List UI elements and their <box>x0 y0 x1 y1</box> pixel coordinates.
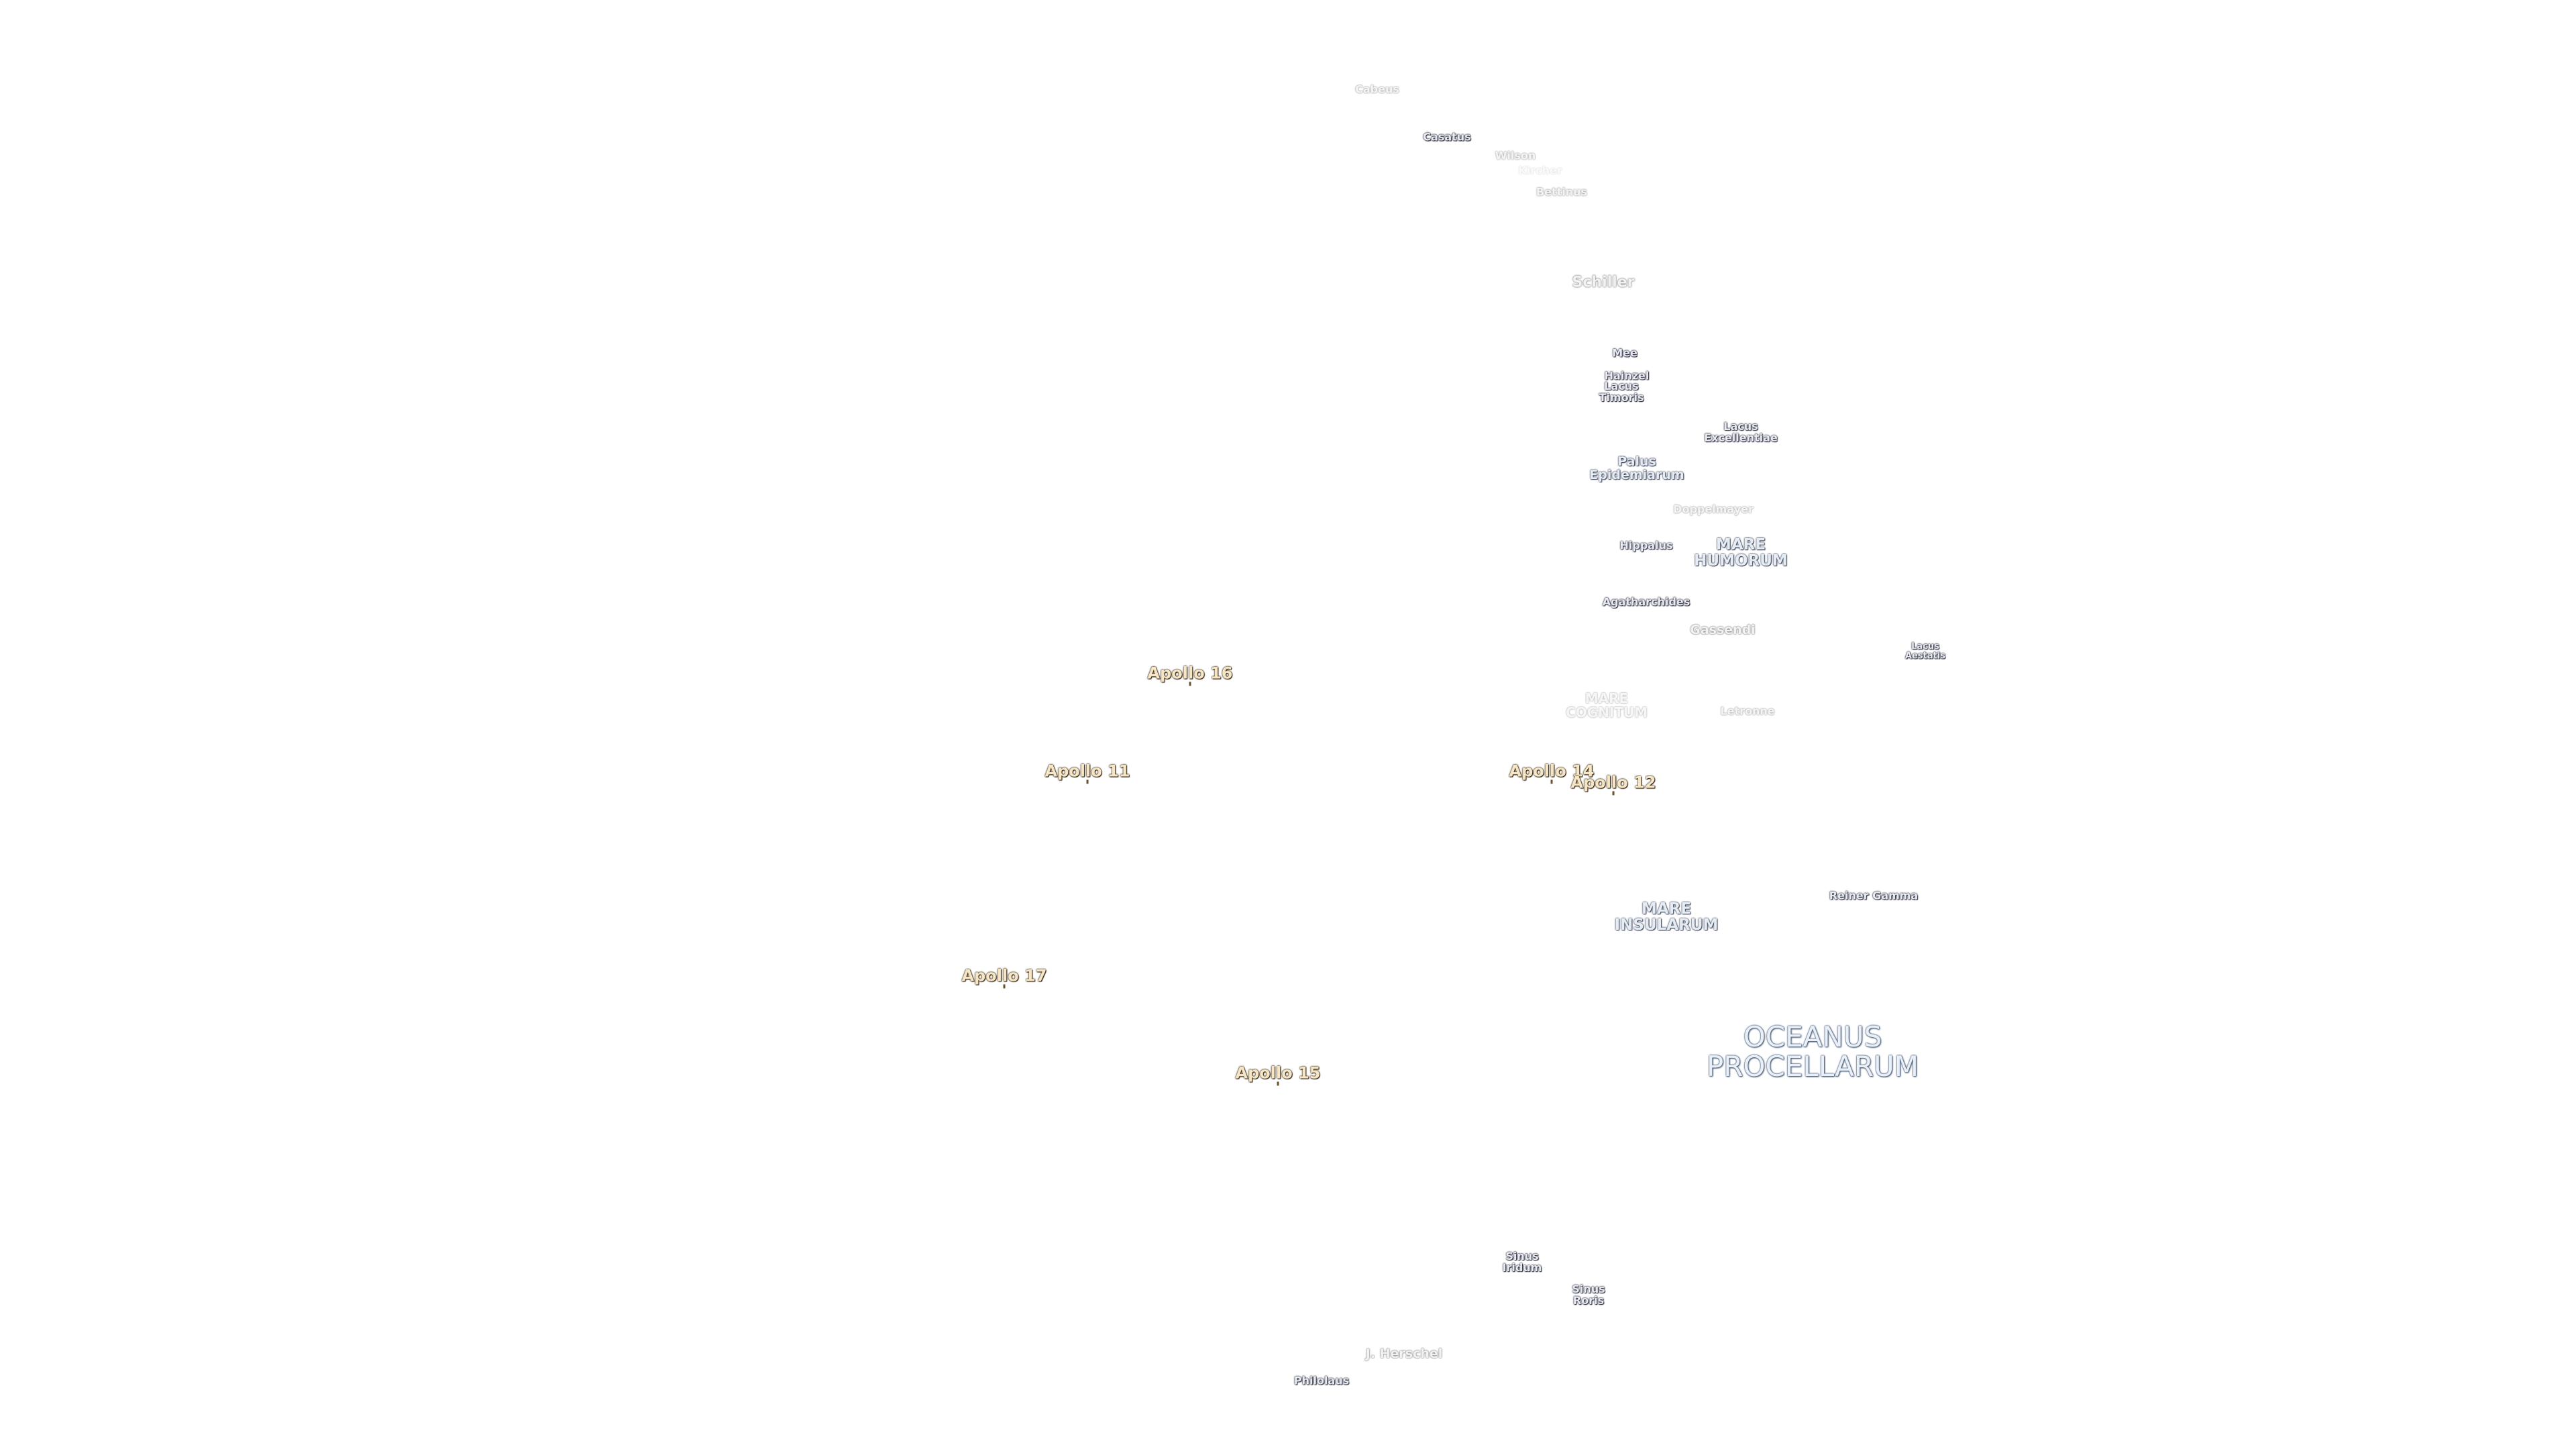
label-line: Roris <box>1572 1294 1605 1307</box>
apollo-site-label: Apollo 12 <box>1570 773 1656 796</box>
crater-label: Cabeus <box>1355 83 1399 96</box>
sinus-label: Sinus Iridum <box>1502 1250 1542 1274</box>
label-line: Lacus <box>1723 420 1758 433</box>
lacus-label: Lacus Timoris <box>1599 380 1644 404</box>
label-line: Kircher <box>1518 164 1562 177</box>
palus-label: Palus Epidemiarum <box>1589 455 1684 482</box>
label-line: COGNITUM <box>1565 704 1648 720</box>
label-line: Gassendi <box>1690 623 1756 638</box>
label-line: Wilson <box>1495 149 1536 162</box>
label-line: Apollo 12 <box>1570 773 1656 792</box>
label-line: Apollo 11 <box>1044 761 1130 781</box>
label-line: Apollo 16 <box>1147 663 1233 683</box>
label-line: Apollo 15 <box>1235 1063 1321 1083</box>
label-line: Epidemiarum <box>1589 468 1684 482</box>
apollo-site-label: Apollo 11 <box>1044 761 1130 784</box>
label-line: Apollo 14 <box>1509 761 1595 781</box>
label-line: OCEANUS <box>1743 1020 1882 1053</box>
label-line: MARE <box>1641 900 1692 918</box>
label-line: Mee <box>1612 346 1638 360</box>
label-line: Reiner Gamma <box>1829 889 1919 902</box>
label-line: Iridum <box>1502 1261 1542 1274</box>
label-line: Agatharchides <box>1602 595 1690 608</box>
mare-label: MARE HUMORUM <box>1694 537 1788 569</box>
label-line: Lacus <box>1604 380 1639 393</box>
label-line: Apollo 17 <box>961 966 1047 985</box>
crater-label: Philolaus <box>1293 1374 1350 1387</box>
apollo-site-label: Apollo 17 <box>961 966 1047 989</box>
feature-label: Reiner Gamma <box>1829 889 1919 902</box>
label-line: Aestatis <box>1904 651 1946 661</box>
sinus-label: Sinus Roris <box>1572 1283 1605 1307</box>
crater-label: Letronne <box>1720 706 1774 718</box>
label-line: Casatus <box>1423 130 1471 144</box>
crater-label: Agatharchides <box>1602 595 1690 608</box>
crater-label: Mee <box>1612 346 1638 360</box>
crater-label: Doppelmayer <box>1673 504 1754 516</box>
mare-label: MARE INSULARUM <box>1615 901 1719 933</box>
crater-label: Casatus <box>1423 130 1471 144</box>
apollo-site-label: Apollo 16 <box>1147 663 1233 686</box>
crater-label: Hippalus <box>1619 539 1673 552</box>
label-line: Palus <box>1617 454 1656 470</box>
label-line: Philolaus <box>1293 1374 1350 1387</box>
label-line: Schiller <box>1572 274 1635 291</box>
label-line: Hainzel <box>1604 369 1650 382</box>
label-line: MARE <box>1585 690 1629 706</box>
lacus-label: Lacus Excellentiae <box>1704 421 1778 444</box>
label-line: Timoris <box>1599 391 1644 404</box>
label-line: Lacus <box>1911 641 1939 652</box>
crater-label: Hainzel <box>1604 369 1650 382</box>
label-line: J. Herschel <box>1365 1346 1443 1362</box>
lacus-label: Lacus Aestatis <box>1905 642 1945 660</box>
label-line: Letronne <box>1720 704 1775 718</box>
apollo-site-label: Apollo 15 <box>1235 1063 1321 1086</box>
crater-label: Gassendi <box>1690 623 1756 638</box>
mare-label: MARE COGNITUM <box>1566 692 1648 720</box>
label-line: Doppelmayer <box>1673 502 1754 516</box>
crater-label: Bettinus <box>1536 185 1588 199</box>
label-line: Hippalus <box>1619 539 1673 552</box>
label-line: MARE <box>1715 535 1766 553</box>
crater-label: Kircher <box>1518 164 1562 177</box>
label-line: Sinus <box>1505 1250 1539 1263</box>
crater-label: Wilson <box>1495 149 1536 162</box>
crater-label: J. Herschel <box>1365 1346 1443 1362</box>
crater-label: Schiller <box>1572 274 1635 290</box>
label-line: Cabeus <box>1355 83 1399 96</box>
label-line: Bettinus <box>1536 185 1588 199</box>
label-line: PROCELLARUM <box>1706 1050 1919 1083</box>
label-line: INSULARUM <box>1614 916 1719 934</box>
label-line: Excellentiae <box>1704 431 1778 444</box>
apollo-site-label: Apollo 14 <box>1509 761 1595 784</box>
oceanus-label: OCEANUS PROCELLARUM <box>1707 1022 1919 1081</box>
label-line: Sinus <box>1572 1283 1605 1296</box>
label-line: HUMORUM <box>1694 552 1788 570</box>
